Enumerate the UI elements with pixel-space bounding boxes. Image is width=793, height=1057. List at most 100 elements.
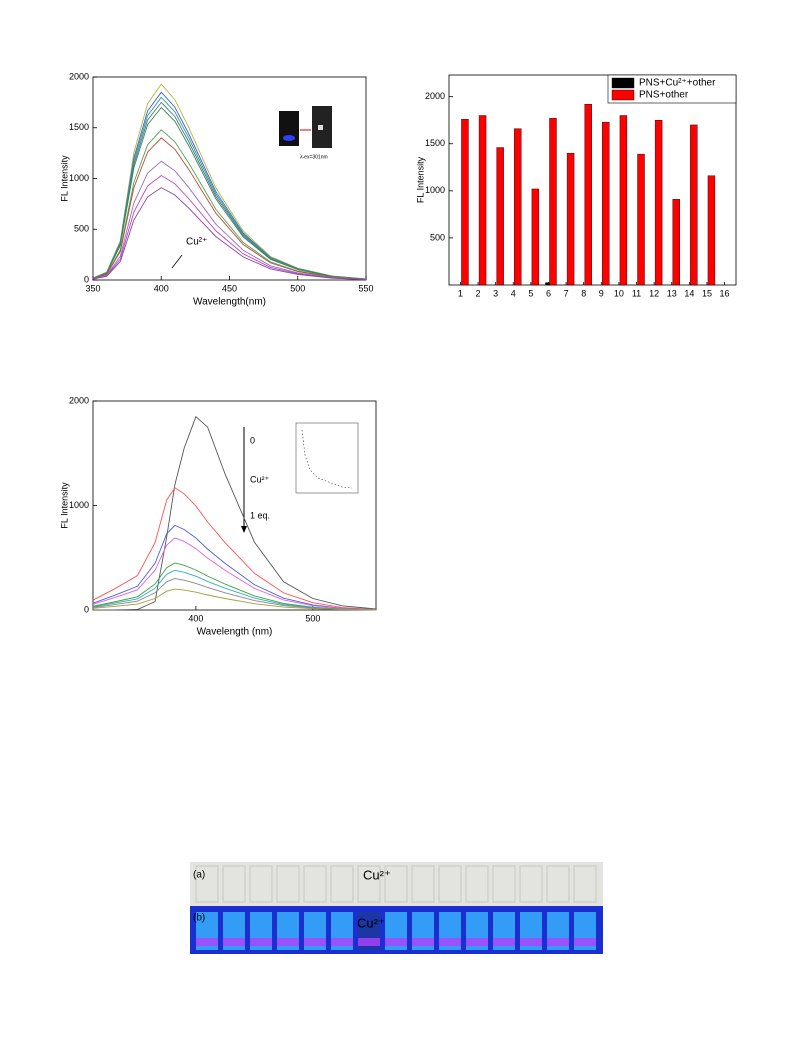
x-tick-label: 12 — [649, 288, 659, 298]
x-tick-label: 15 — [702, 288, 712, 298]
spectrum-line — [92, 137, 367, 280]
vial — [411, 865, 435, 903]
x-tick-label: 3 — [493, 288, 498, 298]
plot-frame — [448, 74, 737, 286]
spectrum-line — [93, 415, 377, 611]
vial-base — [520, 938, 542, 946]
vial-base — [574, 938, 596, 946]
x-tick-label: 7 — [564, 288, 569, 298]
legend-swatch — [611, 77, 635, 89]
legend-swatch — [611, 89, 635, 101]
bar — [602, 121, 610, 286]
y-tick-label: 1500 — [69, 122, 89, 132]
photo-top — [190, 862, 603, 906]
bar — [531, 188, 540, 286]
spectrum-line — [92, 524, 377, 611]
spectrum-line — [92, 174, 367, 280]
vial — [195, 865, 219, 903]
inset-frame — [295, 422, 359, 494]
photo-label: Cu²⁺ — [363, 867, 391, 882]
arrow-head — [241, 526, 247, 533]
bar — [461, 119, 469, 286]
arrow — [171, 254, 183, 269]
bar — [584, 103, 592, 286]
vial — [438, 865, 462, 903]
y-tick-label: 2000 — [69, 395, 89, 405]
annotation: λ-ex=301nm — [300, 154, 328, 160]
x-tick-label: 5 — [528, 288, 533, 298]
inset-glow — [283, 135, 295, 141]
vial-base — [250, 938, 272, 946]
y-tick-label: 0 — [84, 274, 89, 284]
vial-base — [493, 938, 515, 946]
x-tick-label: 10 — [614, 288, 624, 298]
y-tick-label: 1000 — [69, 500, 89, 510]
y-tick-label: 2000 — [425, 91, 445, 101]
vial-base — [196, 938, 218, 946]
vial-base — [439, 938, 461, 946]
x-tick-label: 1 — [458, 288, 463, 298]
x-tick-label: 13 — [667, 288, 677, 298]
spectrum-line — [92, 187, 367, 280]
spectrum-line — [92, 106, 367, 280]
vial — [492, 865, 516, 903]
bar — [514, 128, 522, 286]
vial-base — [223, 938, 245, 946]
inset-curve — [301, 429, 353, 489]
y-tick-label: 1500 — [425, 138, 445, 148]
y-tick-label: 500 — [430, 232, 445, 242]
legend-label: PNS+other — [639, 90, 689, 101]
x-tick-label: 350 — [85, 283, 100, 293]
vial — [249, 865, 273, 903]
vial — [465, 865, 489, 903]
plot-frame — [92, 400, 377, 611]
x-tick-label: 6 — [546, 288, 551, 298]
y-tick-label: 500 — [74, 224, 89, 234]
bar — [707, 175, 716, 286]
spectrum-line — [92, 562, 377, 611]
bar — [549, 118, 557, 286]
x-axis-label: Wavelength (nm) — [197, 627, 273, 638]
vial — [519, 865, 543, 903]
x-tick-label: 400 — [154, 283, 169, 293]
bar — [566, 152, 575, 286]
vial — [546, 865, 570, 903]
y-tick-label: 2000 — [69, 71, 89, 81]
x-tick-label: 4 — [511, 288, 516, 298]
annotation: Cu²⁺ — [250, 474, 270, 484]
vial — [276, 865, 300, 903]
annotation: Cu²⁺ — [186, 237, 207, 248]
bar — [654, 120, 663, 286]
x-tick-label: 14 — [684, 288, 694, 298]
y-tick-label: 1000 — [425, 185, 445, 195]
spectrum-line — [92, 537, 377, 611]
vial-base — [277, 938, 299, 946]
vial-base — [331, 938, 353, 946]
bar — [478, 115, 487, 286]
x-tick-label: 9 — [599, 288, 604, 298]
spectrum-line — [92, 129, 367, 280]
bar — [672, 199, 680, 286]
x-tick-label: 400 — [188, 613, 203, 623]
vial-base — [547, 938, 569, 946]
bar — [496, 147, 504, 286]
photo-label: Cu²⁺ — [357, 915, 385, 930]
inset-glow — [318, 125, 323, 130]
vial-base — [412, 938, 434, 946]
vial — [384, 865, 408, 903]
spectrum-line — [92, 487, 377, 610]
spectrum-line — [92, 588, 377, 611]
x-tick-label: 8 — [581, 288, 586, 298]
spectrum-line — [92, 569, 377, 611]
vial-base — [466, 938, 488, 946]
spectrum-line — [92, 578, 377, 611]
photo-label: (a) — [193, 870, 205, 881]
y-tick-label: 0 — [84, 604, 89, 614]
x-tick-label: 450 — [222, 283, 237, 293]
x-tick-label: 2 — [476, 288, 481, 298]
annotation: 0 — [250, 435, 255, 445]
vial — [330, 865, 354, 903]
vial — [357, 865, 381, 903]
vial-base — [304, 938, 326, 946]
